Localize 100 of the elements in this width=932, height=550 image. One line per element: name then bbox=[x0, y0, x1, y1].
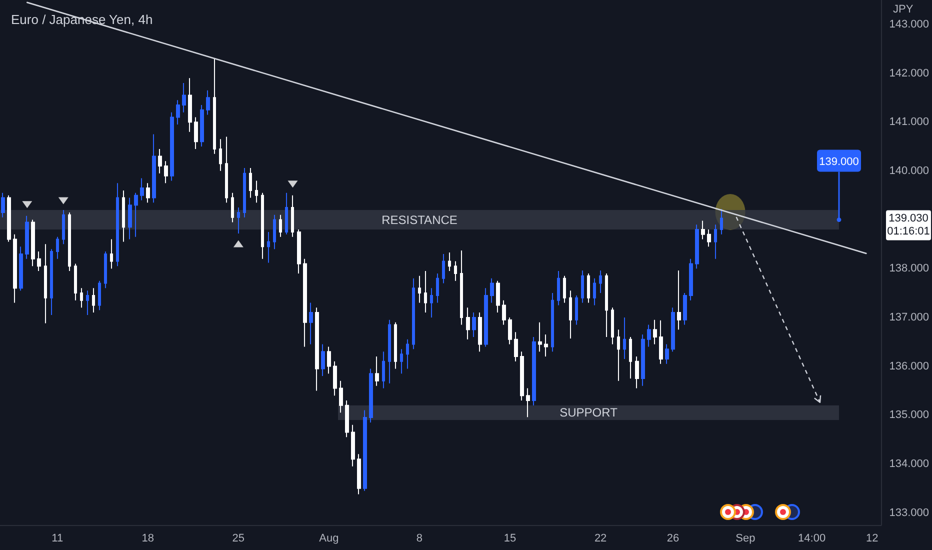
x-tick-label: Sep bbox=[736, 532, 756, 544]
candlestick bbox=[13, 234, 17, 304]
candlestick bbox=[219, 138, 222, 172]
candlestick bbox=[188, 78, 192, 132]
candlestick bbox=[122, 190, 125, 242]
candlestick bbox=[538, 322, 542, 352]
band-label: RESISTANCE bbox=[382, 212, 458, 227]
candlestick bbox=[442, 253, 445, 284]
candlestick bbox=[146, 182, 150, 204]
candlestick bbox=[62, 210, 65, 245]
candlestick bbox=[182, 82, 186, 113]
candlestick bbox=[25, 215, 29, 260]
candlestick bbox=[665, 344, 669, 364]
candlestick bbox=[339, 380, 343, 414]
candlestick bbox=[388, 319, 391, 384]
candlestick bbox=[683, 292, 687, 326]
point bbox=[58, 197, 68, 204]
candlestick bbox=[237, 207, 240, 234]
candlestick bbox=[170, 112, 174, 182]
candlestick bbox=[104, 251, 107, 289]
candlestick bbox=[478, 312, 482, 352]
candlestick bbox=[707, 229, 711, 248]
candlestick bbox=[80, 288, 83, 308]
candlestick bbox=[261, 192, 264, 260]
candlestick bbox=[569, 290, 572, 339]
candlestick bbox=[19, 246, 23, 292]
point bbox=[288, 180, 298, 188]
candlestick bbox=[200, 104, 204, 148]
band-label: SUPPORT bbox=[560, 406, 618, 420]
candlestick bbox=[50, 248, 53, 316]
candlestick bbox=[309, 302, 313, 345]
candlestick bbox=[647, 324, 651, 348]
y-tick-label: 138.000 bbox=[889, 262, 930, 275]
candlestick bbox=[194, 116, 198, 150]
candlestick bbox=[466, 307, 470, 340]
x-tick-label: 12 bbox=[866, 532, 878, 544]
y-tick-label: 137.000 bbox=[889, 311, 930, 324]
candlestick bbox=[273, 214, 276, 250]
candlestick bbox=[267, 231, 270, 264]
candlestick bbox=[484, 288, 488, 348]
candlestick bbox=[617, 329, 620, 382]
candlestick bbox=[406, 338, 409, 370]
candlestick bbox=[623, 316, 626, 360]
candlestick bbox=[611, 307, 614, 345]
candlestick bbox=[593, 278, 596, 306]
candlestick bbox=[575, 294, 578, 326]
candlestick bbox=[720, 208, 723, 235]
candlestick bbox=[231, 192, 234, 223]
candlestick bbox=[1, 192, 5, 218]
x-tick-label: 22 bbox=[594, 532, 607, 544]
candlestick bbox=[7, 194, 11, 242]
candlestick bbox=[532, 336, 536, 406]
y-tick-label: 136.000 bbox=[889, 360, 930, 372]
y-tick-label: 142.000 bbox=[889, 67, 930, 80]
candlestick bbox=[345, 400, 349, 438]
candlestick bbox=[641, 334, 645, 386]
candlestick bbox=[86, 290, 89, 316]
candlestick bbox=[321, 344, 325, 377]
x-tick-label: Aug bbox=[319, 532, 339, 544]
candlestick bbox=[496, 280, 500, 314]
x-tick-label: 15 bbox=[504, 532, 516, 544]
candlestick bbox=[297, 229, 301, 274]
candlestick bbox=[98, 280, 101, 311]
candlestick bbox=[279, 214, 282, 238]
candlestick bbox=[563, 275, 566, 304]
candlestick bbox=[412, 278, 415, 350]
candlestick bbox=[315, 307, 319, 392]
candlestick bbox=[653, 319, 657, 345]
candlestick bbox=[225, 136, 228, 204]
annotation: 139.000 bbox=[819, 156, 859, 168]
candlestick bbox=[255, 180, 258, 204]
candlestick bbox=[424, 270, 427, 314]
candlestick bbox=[508, 316, 512, 345]
candlestick bbox=[134, 192, 138, 238]
candlestick bbox=[490, 278, 494, 304]
candlestick bbox=[116, 182, 119, 267]
candlestick bbox=[333, 360, 337, 396]
candlestick bbox=[695, 224, 699, 270]
candlestick bbox=[140, 178, 144, 201]
candlestick bbox=[375, 356, 379, 386]
candlestick bbox=[599, 270, 602, 294]
candlestick bbox=[400, 348, 403, 374]
candlestick bbox=[37, 251, 41, 272]
candlestick bbox=[44, 244, 47, 324]
candlestick bbox=[303, 258, 307, 348]
candlestick bbox=[394, 322, 397, 370]
candlestick bbox=[243, 168, 246, 218]
candlestick bbox=[363, 410, 367, 492]
candlestick bbox=[327, 346, 331, 374]
candlestick bbox=[369, 368, 373, 423]
candlestick bbox=[382, 351, 385, 389]
candlestick bbox=[176, 100, 180, 126]
candlestick bbox=[551, 292, 554, 352]
x-tick-label: 14:00 bbox=[798, 532, 826, 544]
candlestick bbox=[291, 194, 294, 238]
candlestick bbox=[587, 272, 590, 304]
y-tick-label: 140.000 bbox=[889, 164, 930, 177]
y-tick-label: 135.000 bbox=[889, 409, 930, 422]
candlestick bbox=[502, 300, 506, 326]
x-tick-label: 26 bbox=[666, 532, 680, 544]
